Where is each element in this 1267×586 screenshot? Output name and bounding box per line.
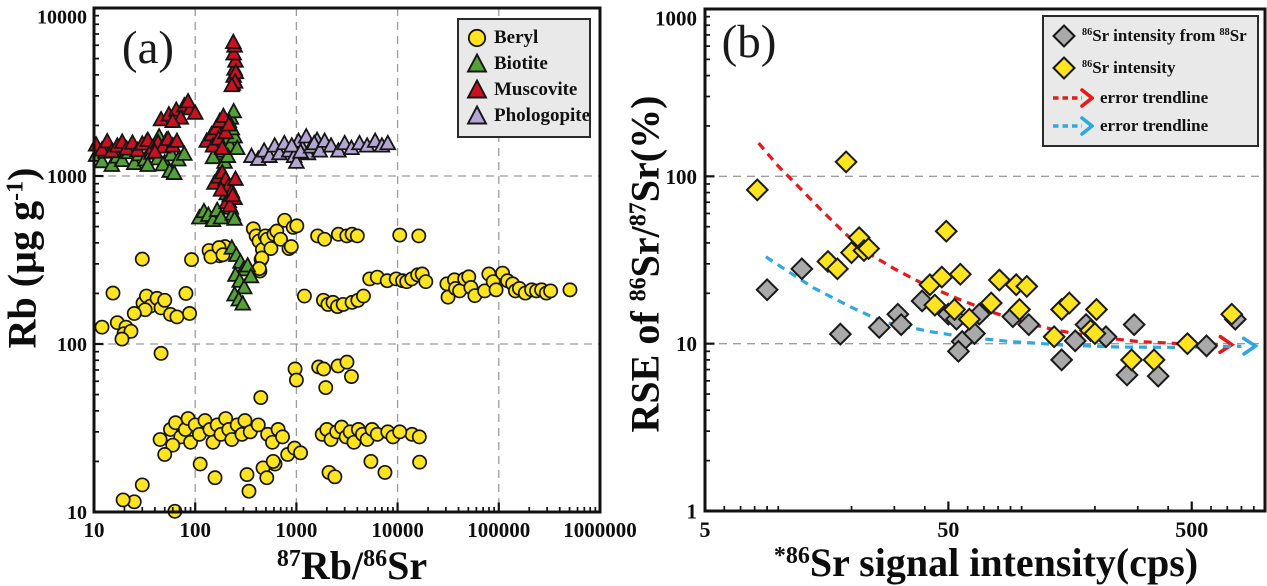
panel-a: 10 100 1000 10000 100000 1000000 10 100 1000 1000… bbox=[37, 6, 637, 542]
legend-item-label: 86Sr intensity from 88Sr bbox=[1082, 26, 1247, 45]
svg-text:1: 1 bbox=[687, 500, 698, 524]
circle-icon bbox=[465, 26, 489, 50]
triangle-icon bbox=[465, 52, 489, 76]
svg-text:100: 100 bbox=[666, 165, 698, 189]
legend-item-label: error trendline bbox=[1100, 116, 1209, 135]
legend-item-label: 86Sr intensity bbox=[1082, 58, 1176, 77]
legend-item-a-3: Phologopite bbox=[465, 104, 590, 128]
diamond-icon bbox=[1052, 24, 1076, 48]
svg-text:10000: 10000 bbox=[37, 7, 87, 29]
panel-b-letter: (b) bbox=[721, 16, 777, 68]
legend-item-label: error trendline bbox=[1100, 88, 1209, 107]
svg-text:5: 5 bbox=[700, 517, 711, 542]
series--sr-intensity bbox=[745, 150, 1244, 372]
legend-item-b-1: 86Sr intensity bbox=[1052, 56, 1251, 80]
panel-a-legend: Beryl Biotite Muscovite Phologopite bbox=[457, 18, 591, 138]
series-phologopite bbox=[242, 127, 397, 169]
legend-item-label: Biotite bbox=[494, 53, 548, 74]
triangle-icon bbox=[465, 78, 489, 102]
trendline-blue bbox=[765, 255, 1259, 356]
series-muscovite bbox=[87, 32, 245, 213]
svg-text:500: 500 bbox=[1175, 517, 1208, 542]
legend-item-b-0: 86Sr intensity from 88Sr bbox=[1052, 24, 1251, 48]
legend-item-label: Muscovite bbox=[494, 79, 578, 100]
svg-text:1000: 1000 bbox=[655, 6, 697, 30]
trend-arrow-icon bbox=[1052, 116, 1094, 136]
panel-a-tick-labels: 10 100 1000 10000 100000 1000000 10 100 1000 1000… bbox=[37, 7, 637, 542]
svg-text:100: 100 bbox=[57, 334, 87, 356]
panel-a-frame bbox=[92, 6, 602, 514]
svg-text:10: 10 bbox=[84, 518, 105, 542]
panel-a-y-axis-label: Rb (µg g-1) bbox=[0, 167, 45, 349]
legend-item-label: Phologopite bbox=[494, 105, 591, 126]
panel-b-gridlines bbox=[705, 175, 1265, 345]
legend-item-a-2: Muscovite bbox=[465, 78, 583, 102]
trendline-red bbox=[757, 142, 1236, 355]
svg-text:10000: 10000 bbox=[371, 518, 424, 542]
svg-text:1000000: 1000000 bbox=[563, 518, 637, 542]
legend-item-b-3: error trendline bbox=[1052, 116, 1251, 136]
svg-text:50: 50 bbox=[937, 517, 959, 542]
svg-text:10: 10 bbox=[67, 502, 87, 524]
legend-item-a-1: Biotite bbox=[465, 52, 583, 76]
panel-b-legend: 86Sr intensity from 88Sr 86Sr intensity er… bbox=[1042, 15, 1259, 147]
svg-text:10: 10 bbox=[676, 332, 697, 356]
panel-b-x-axis-label: *86Sr signal intensity(cps) bbox=[773, 540, 1199, 585]
legend-item-label: Beryl bbox=[494, 27, 539, 48]
legend-item-b-2: error trendline bbox=[1052, 88, 1251, 108]
panel-b-ticks bbox=[703, 7, 1255, 513]
panel-a-x-axis-label: 87Rb/86Sr bbox=[276, 543, 428, 586]
panel-b-y-axis-label: RSE of 86Sr/87Sr(%) bbox=[622, 95, 668, 433]
triangle-icon bbox=[465, 104, 489, 128]
panel-a-ticks bbox=[92, 6, 602, 514]
svg-text:1000: 1000 bbox=[47, 166, 87, 188]
svg-text:1000: 1000 bbox=[275, 518, 317, 542]
diamond-icon bbox=[1052, 56, 1076, 80]
panel-b-tick-labels: 5 50 500 1 10 100 1000 bbox=[655, 6, 1208, 542]
panel-b: 5 50 500 1 10 100 1000 bbox=[655, 6, 1267, 542]
svg-text:100: 100 bbox=[179, 518, 211, 542]
panel-b-frame bbox=[703, 7, 1267, 513]
svg-text:100000: 100000 bbox=[467, 518, 530, 542]
series-beryl bbox=[94, 212, 578, 519]
trend-arrow-icon bbox=[1052, 88, 1094, 108]
legend-item-a-0: Beryl bbox=[465, 26, 583, 50]
panel-a-letter: (a) bbox=[121, 22, 175, 74]
